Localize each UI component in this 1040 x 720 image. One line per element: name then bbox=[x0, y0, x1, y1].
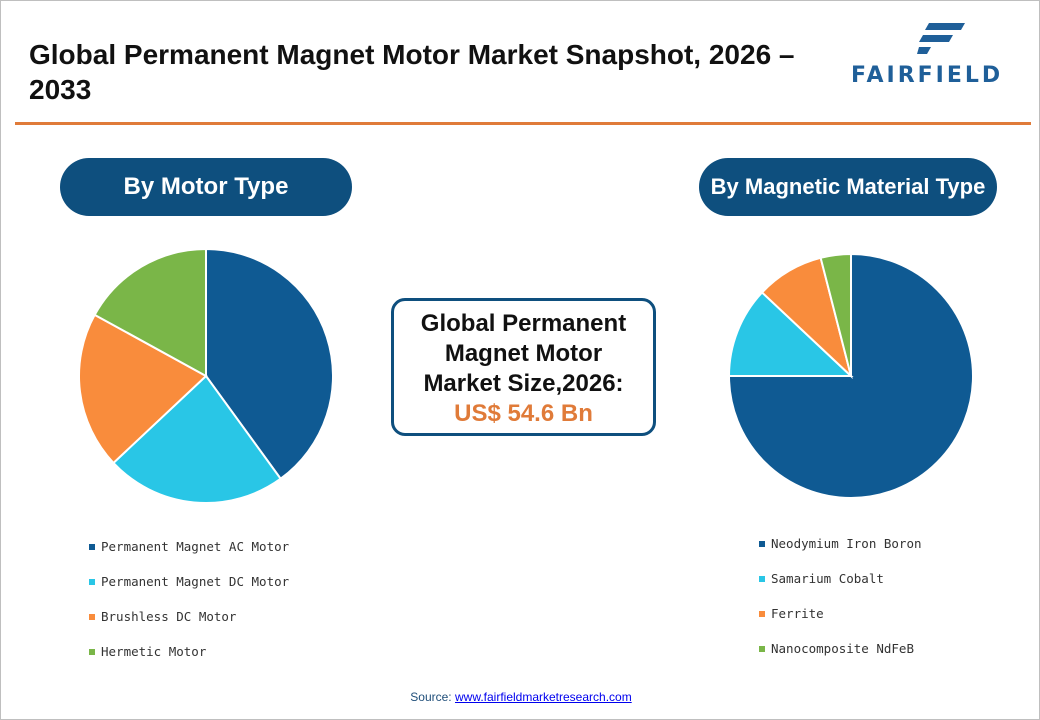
legend-swatch bbox=[759, 541, 765, 547]
legend-label: Ferrite bbox=[771, 606, 824, 621]
legend-label: Samarium Cobalt bbox=[771, 571, 884, 586]
legend-swatch bbox=[89, 544, 95, 550]
legend-item-brushless-dc-motor: Brushless DC Motor bbox=[89, 609, 289, 644]
source-link[interactable]: www.fairfieldmarketresearch.com bbox=[454, 690, 632, 704]
page-title: Global Permanent Magnet Motor Market Sna… bbox=[29, 39, 795, 105]
legend-item-ferrite: Ferrite bbox=[759, 606, 922, 641]
pie-slice-permanent-magnet-dc-motor bbox=[112, 374, 283, 504]
fairfield-logo: FAIRFIELD bbox=[851, 21, 1026, 93]
magnetic-material-pie-chart bbox=[727, 252, 974, 499]
logo-wordmark: FAIRFIELD bbox=[851, 63, 1004, 88]
source-label: Source: bbox=[410, 690, 452, 704]
legend-swatch bbox=[89, 649, 95, 655]
pie-slice-hermetic-motor bbox=[93, 247, 207, 378]
pie-slice-permanent-magnet-ac-motor bbox=[205, 247, 334, 481]
market-size-line-1: Global Permanent bbox=[420, 310, 627, 337]
magnetic-material-heading: By Magnetic Material Type bbox=[699, 158, 997, 216]
market-size-value: US$ 54.6 Bn bbox=[454, 400, 593, 427]
legend-label: Hermetic Motor bbox=[101, 644, 207, 659]
motor-type-pie-chart bbox=[78, 247, 334, 504]
legend-swatch bbox=[89, 614, 95, 620]
legend-item-neodymium-iron-boron: Neodymium Iron Boron bbox=[759, 536, 922, 571]
legend-label: Neodymium Iron Boron bbox=[771, 536, 922, 551]
pie-slice-brushless-dc-motor bbox=[78, 313, 208, 465]
legend-item-hermetic-motor: Hermetic Motor bbox=[89, 644, 289, 679]
legend-swatch bbox=[89, 579, 95, 585]
legend-item-permanent-magnet-ac-motor: Permanent Magnet AC Motor bbox=[89, 539, 289, 574]
legend-item-samarium-cobalt: Samarium Cobalt bbox=[759, 571, 922, 606]
motor-type-legend: Permanent Magnet AC Motor Permanent Magne… bbox=[89, 539, 289, 679]
legend-item-permanent-magnet-dc-motor: Permanent Magnet DC Motor bbox=[89, 574, 289, 609]
legend-swatch bbox=[759, 576, 765, 582]
legend-label: Permanent Magnet AC Motor bbox=[101, 539, 290, 554]
header-divider bbox=[15, 122, 1031, 125]
legend-item-nanocomposite-ndfeb: Nanocomposite NdFeB bbox=[759, 641, 922, 676]
pie-slice-samarium-cobalt bbox=[727, 291, 854, 377]
market-size-line-3: Market Size,2026: bbox=[423, 370, 624, 397]
legend-label: Nanocomposite NdFeB bbox=[771, 641, 914, 656]
motor-type-heading: By Motor Type bbox=[60, 158, 352, 216]
legend-swatch bbox=[759, 611, 765, 617]
source-line: Source: www.fairfieldmarketresearch.com bbox=[1, 690, 1040, 704]
legend-label: Permanent Magnet DC Motor bbox=[101, 574, 290, 589]
market-size-box: Global Permanent Magnet Motor Market Siz… bbox=[391, 298, 656, 436]
legend-label: Brushless DC Motor bbox=[101, 609, 237, 624]
pie-slice-nanocomposite-ndfeb bbox=[819, 252, 852, 377]
fairfield-logo-mark-icon bbox=[917, 23, 965, 54]
magnetic-material-legend: Neodymium Iron Boron Samarium Cobalt Ferri… bbox=[759, 536, 922, 676]
market-size-line-2: Magnet Motor bbox=[444, 340, 603, 367]
legend-swatch bbox=[759, 646, 765, 652]
